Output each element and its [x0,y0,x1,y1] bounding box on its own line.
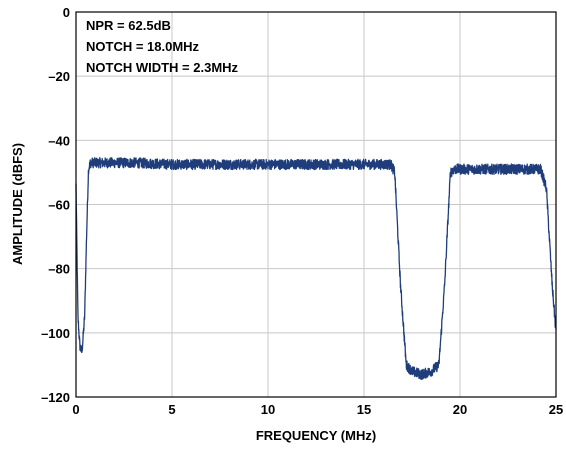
x-tick-label: 15 [357,402,371,417]
y-tick-label: –20 [48,69,70,84]
x-axis-title: FREQUENCY (MHz) [256,428,376,443]
x-tick-label: 20 [453,402,467,417]
y-tick-label: –40 [48,133,70,148]
x-tick-label: 5 [168,402,175,417]
series-layer [75,157,557,381]
y-tick-label: –120 [41,390,70,405]
x-tick-label: 10 [261,402,275,417]
y-tick-label: –100 [41,326,70,341]
annotation-npr: NPR = 62.5dB [86,18,171,33]
x-tick-label: 25 [549,402,563,417]
y-tick-label: –60 [48,198,70,213]
spectrum-trace [75,157,557,381]
annotation-notch: NOTCH = 18.0MHz [86,39,200,54]
grid-lines [76,12,556,397]
plot-frame [75,11,557,398]
y-tick-label: 0 [63,5,70,20]
tick-labels: 0 5 10 15 20 25 0 –20 –40 –60 –80 –100 –120 [41,5,563,417]
annotation-notch-width: NOTCH WIDTH = 2.3MHz [86,60,239,75]
y-tick-label: –80 [48,262,70,277]
y-axis-title: AMPLITUDE (dBFS) [10,143,25,265]
x-tick-label: 0 [72,402,79,417]
